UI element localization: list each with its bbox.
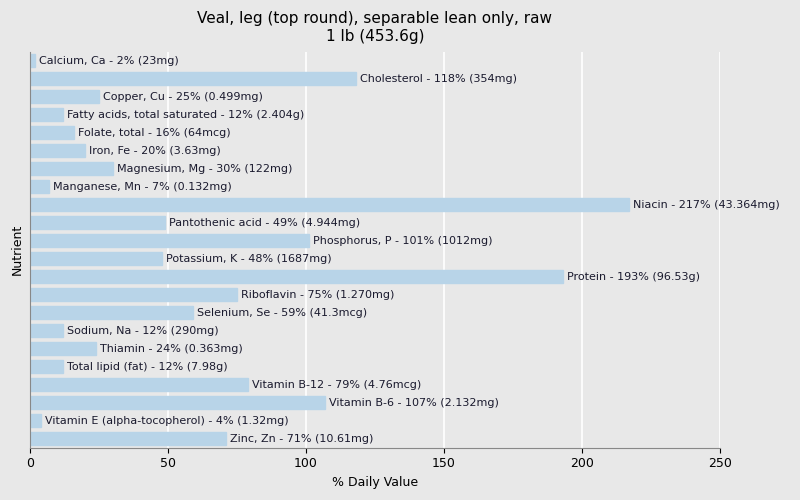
Bar [30, 54, 35, 68]
Text: Vitamin B-6 - 107% (2.132mg): Vitamin B-6 - 107% (2.132mg) [330, 398, 499, 407]
Bar [30, 378, 248, 392]
Bar [30, 90, 98, 104]
Bar [30, 252, 162, 266]
Text: Sodium, Na - 12% (290mg): Sodium, Na - 12% (290mg) [67, 326, 218, 336]
Bar [30, 360, 63, 374]
X-axis label: % Daily Value: % Daily Value [332, 476, 418, 489]
Text: Manganese, Mn - 7% (0.132mg): Manganese, Mn - 7% (0.132mg) [53, 182, 232, 192]
Bar [30, 234, 309, 247]
Text: Zinc, Zn - 71% (10.61mg): Zinc, Zn - 71% (10.61mg) [230, 434, 374, 444]
Bar [30, 180, 49, 194]
Text: Niacin - 217% (43.364mg): Niacin - 217% (43.364mg) [634, 200, 780, 209]
Bar [30, 126, 74, 140]
Text: Potassium, K - 48% (1687mg): Potassium, K - 48% (1687mg) [166, 254, 332, 264]
Bar [30, 306, 193, 320]
Bar [30, 324, 63, 338]
Bar [30, 72, 356, 86]
Text: Calcium, Ca - 2% (23mg): Calcium, Ca - 2% (23mg) [39, 56, 179, 66]
Text: Fatty acids, total saturated - 12% (2.404g): Fatty acids, total saturated - 12% (2.40… [67, 110, 304, 120]
Text: Vitamin E (alpha-tocopherol) - 4% (1.32mg): Vitamin E (alpha-tocopherol) - 4% (1.32m… [45, 416, 289, 426]
Text: Magnesium, Mg - 30% (122mg): Magnesium, Mg - 30% (122mg) [117, 164, 292, 173]
Text: Total lipid (fat) - 12% (7.98g): Total lipid (fat) - 12% (7.98g) [67, 362, 227, 372]
Bar [30, 198, 629, 211]
Bar [30, 342, 96, 355]
Text: Vitamin B-12 - 79% (4.76mcg): Vitamin B-12 - 79% (4.76mcg) [252, 380, 422, 390]
Text: Folate, total - 16% (64mcg): Folate, total - 16% (64mcg) [78, 128, 230, 138]
Text: Iron, Fe - 20% (3.63mg): Iron, Fe - 20% (3.63mg) [89, 146, 221, 156]
Y-axis label: Nutrient: Nutrient [11, 224, 24, 275]
Title: Veal, leg (top round), separable lean only, raw
1 lb (453.6g): Veal, leg (top round), separable lean on… [198, 11, 553, 44]
Text: Thiamin - 24% (0.363mg): Thiamin - 24% (0.363mg) [100, 344, 243, 353]
Bar [30, 270, 563, 283]
Bar [30, 144, 85, 158]
Text: Copper, Cu - 25% (0.499mg): Copper, Cu - 25% (0.499mg) [103, 92, 262, 102]
Text: Riboflavin - 75% (1.270mg): Riboflavin - 75% (1.270mg) [241, 290, 394, 300]
Bar [30, 108, 63, 122]
Text: Cholesterol - 118% (354mg): Cholesterol - 118% (354mg) [360, 74, 517, 84]
Bar [30, 414, 41, 428]
Bar [30, 396, 326, 409]
Text: Selenium, Se - 59% (41.3mcg): Selenium, Se - 59% (41.3mcg) [197, 308, 367, 318]
Text: Protein - 193% (96.53g): Protein - 193% (96.53g) [567, 272, 700, 281]
Bar [30, 162, 113, 175]
Text: Phosphorus, P - 101% (1012mg): Phosphorus, P - 101% (1012mg) [313, 236, 492, 246]
Text: Pantothenic acid - 49% (4.944mg): Pantothenic acid - 49% (4.944mg) [169, 218, 360, 228]
Bar [30, 216, 165, 230]
Bar [30, 432, 226, 446]
Bar [30, 288, 237, 302]
